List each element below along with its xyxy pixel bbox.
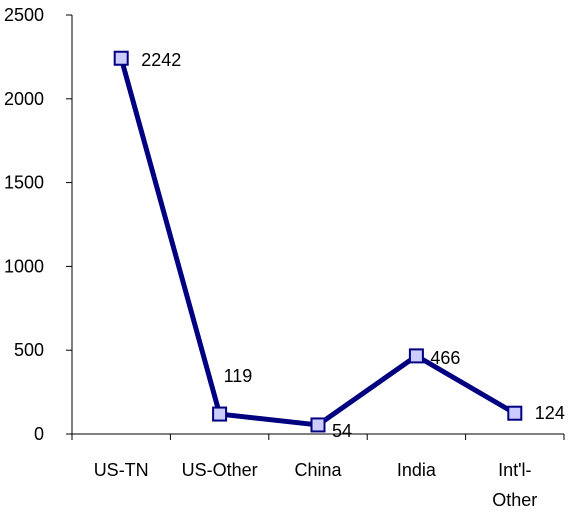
x-tick-label: US-TN	[94, 460, 149, 480]
y-tick-label: 1500	[4, 173, 44, 193]
data-markers	[113, 50, 523, 433]
x-axis: US-TN US-Other China India Int'l- Other	[71, 433, 565, 510]
data-point-marker	[408, 348, 424, 364]
data-label: 119	[224, 366, 253, 386]
data-labels: 2242 119 54 466 124	[141, 50, 565, 441]
data-label: 466	[430, 348, 460, 368]
y-tick-label: 0	[34, 424, 44, 444]
x-tick-label: Int'l- Other	[492, 460, 537, 510]
data-label: 54	[332, 421, 352, 441]
series-line	[118, 55, 518, 428]
x-tick-label-line: India	[397, 460, 437, 480]
x-tick-label-line: China	[294, 460, 342, 480]
y-axis: 0 500 1000 1500 2000 2500	[4, 5, 73, 444]
x-tick-label-line: US-TN	[94, 460, 149, 480]
x-tick-label-line: Other	[492, 490, 537, 510]
data-point-marker	[212, 406, 228, 422]
y-tick-label: 500	[14, 340, 44, 360]
y-tick-label: 1000	[4, 256, 44, 276]
x-tick-label: India	[397, 460, 437, 480]
x-tick-label-line: US-Other	[182, 460, 258, 480]
series-polyline	[118, 55, 518, 428]
x-tick-label-line: Int'l-	[498, 460, 531, 480]
y-tick-label: 2000	[4, 89, 44, 109]
data-point-marker	[310, 417, 326, 433]
data-label: 124	[535, 403, 565, 423]
data-label: 2242	[141, 50, 181, 70]
x-tick-label: US-Other	[182, 460, 258, 480]
x-tick-label: China	[294, 460, 342, 480]
data-point-marker	[507, 405, 523, 421]
y-tick-label: 2500	[4, 5, 44, 25]
data-point-marker	[113, 50, 129, 66]
